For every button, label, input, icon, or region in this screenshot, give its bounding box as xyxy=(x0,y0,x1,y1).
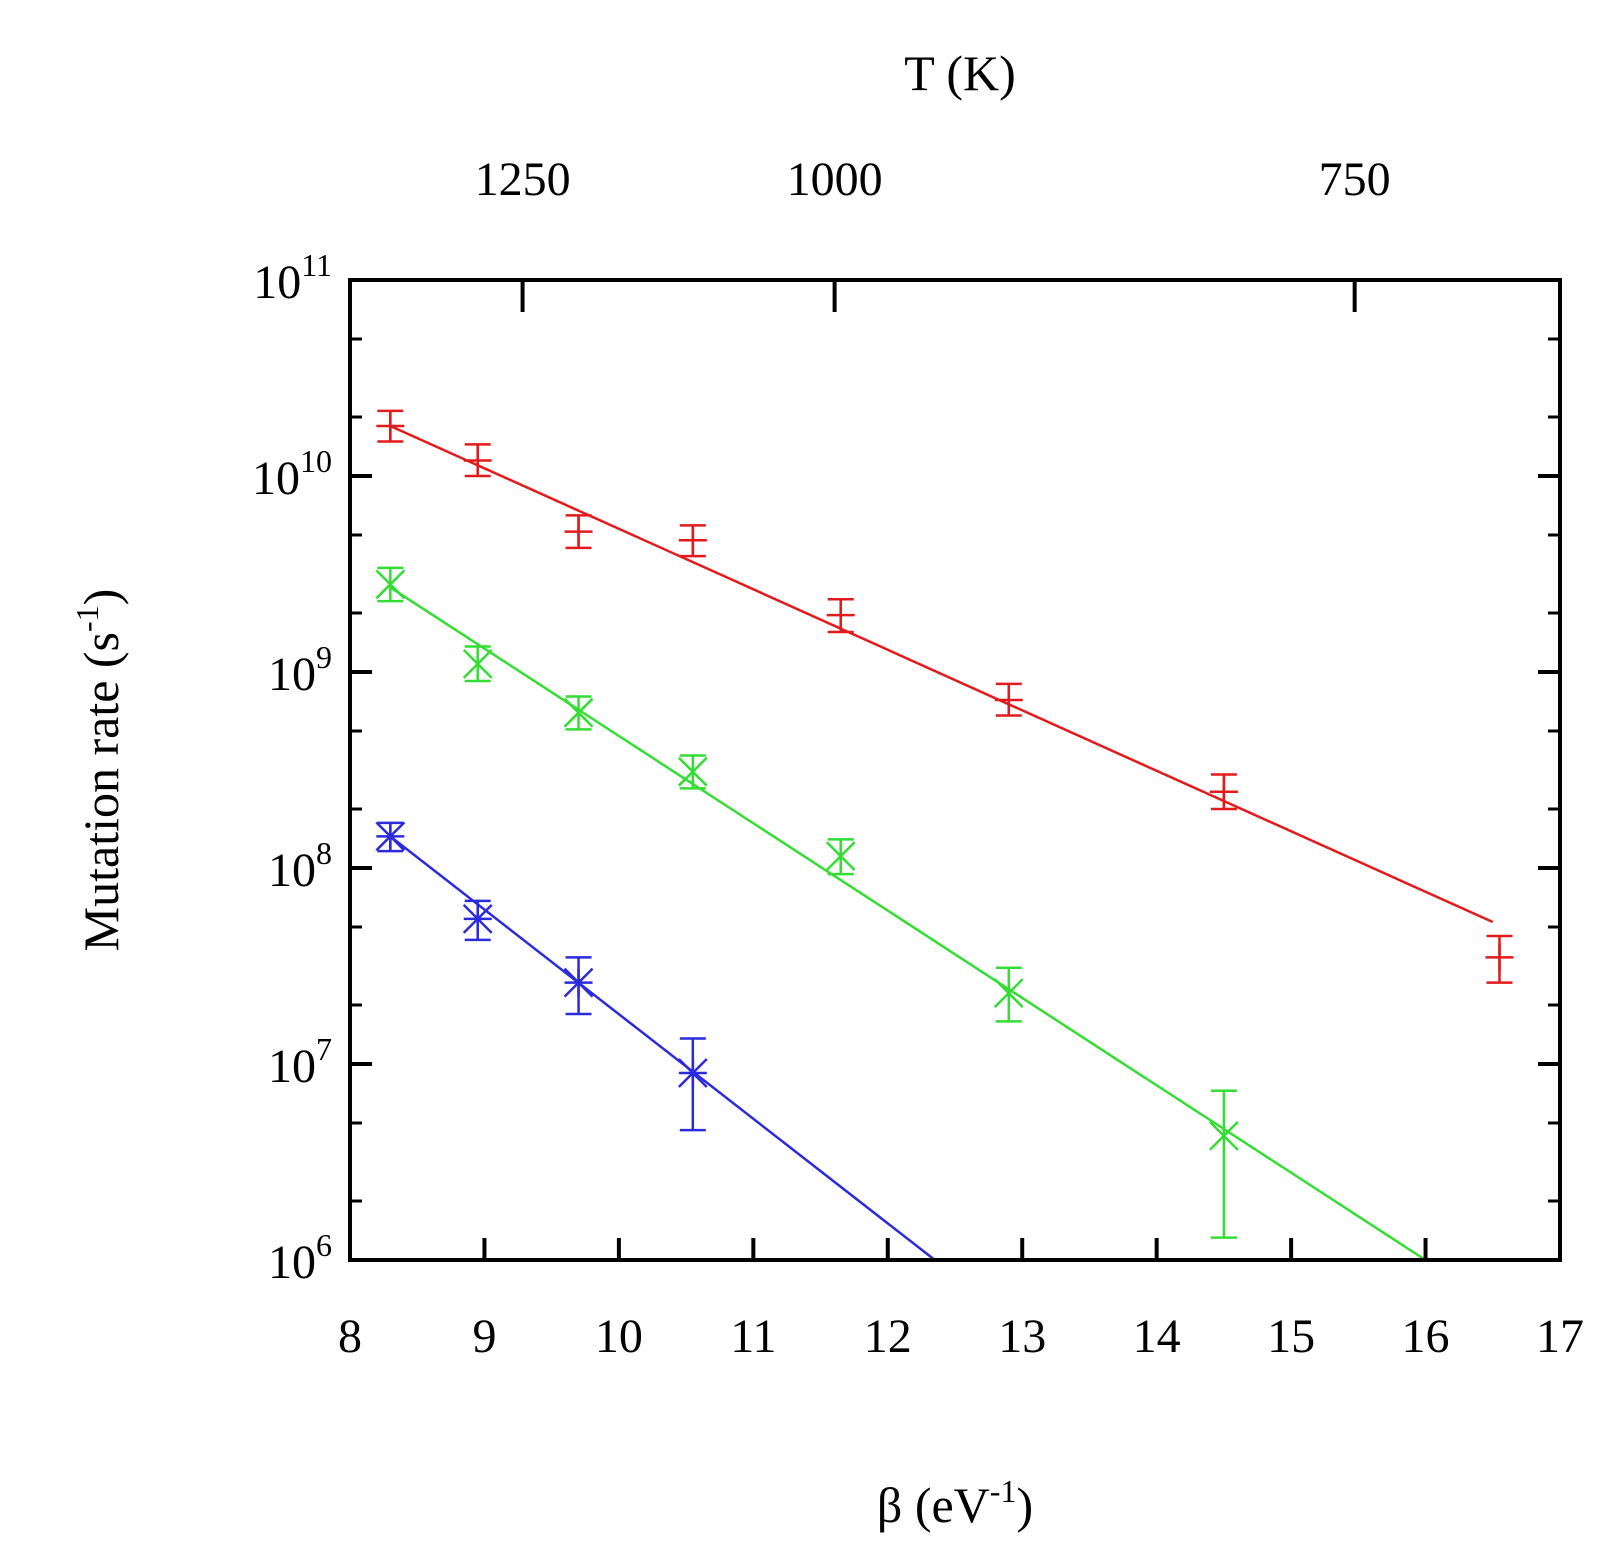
green-marker xyxy=(375,569,406,600)
red-fit-line xyxy=(389,424,1494,924)
x-tick-label: 14 xyxy=(1133,1310,1181,1363)
green-marker xyxy=(825,841,856,871)
y-tick-exponent: 10 xyxy=(300,443,332,479)
red-data-point xyxy=(678,524,707,558)
x-tick-label: 11 xyxy=(730,1310,776,1363)
y-tick-exponent: 7 xyxy=(316,1031,332,1067)
blue-fit-line xyxy=(389,835,936,1261)
x-tick-label: 9 xyxy=(472,1310,496,1363)
green-data-point xyxy=(375,566,406,603)
y-tick-base: 10 xyxy=(253,256,301,309)
y-tick-label: 1011 xyxy=(253,247,332,309)
x-tick-labels: 8 9 10 11 12 13 14 15 16 17 xyxy=(338,1310,1584,1363)
blue-marker xyxy=(462,904,493,934)
blue-marker xyxy=(563,967,594,998)
y-tick-exponent: 8 xyxy=(316,835,332,871)
y-tick-base: 10 xyxy=(268,1040,316,1093)
y-tick-label: 109 xyxy=(268,639,332,701)
blue-marker xyxy=(375,821,406,852)
green-fit-line xyxy=(389,586,1427,1262)
green-marker xyxy=(563,697,594,728)
data-points-layer xyxy=(375,409,1514,1239)
blue-data-point xyxy=(462,899,493,942)
green-data-point xyxy=(677,754,708,790)
y-tick-base: 10 xyxy=(268,844,316,897)
blue-data-point xyxy=(677,1037,708,1132)
top-tick-labels: 1250 1000 750 xyxy=(475,153,1391,206)
green-data-point xyxy=(1209,1089,1239,1239)
y-tick-label: 106 xyxy=(268,1227,332,1289)
green-marker xyxy=(1209,1120,1239,1151)
red-data-point xyxy=(463,443,492,478)
green-data-point xyxy=(993,966,1024,1023)
plot-frame xyxy=(348,278,1562,1262)
red-data-point xyxy=(376,409,405,443)
top-axis-label: T (K) xyxy=(904,45,1016,101)
x-tick-label: 12 xyxy=(864,1310,912,1363)
blue-marker xyxy=(677,1058,708,1088)
x-tick-label: 16 xyxy=(1402,1310,1450,1363)
y-tick-exponent: 9 xyxy=(316,639,332,675)
red-data-point xyxy=(994,682,1023,717)
x-tick-label: 13 xyxy=(998,1310,1046,1363)
y-tick-label: 1010 xyxy=(252,443,332,505)
y-tick-base: 10 xyxy=(252,452,300,505)
y-axis-label: Mutation rate (s-1) xyxy=(69,589,129,952)
red-data-point xyxy=(564,514,593,550)
y-tick-label: 108 xyxy=(268,835,332,897)
top-tick-label: 1000 xyxy=(787,153,883,206)
x-tick-label: 8 xyxy=(338,1310,362,1363)
y-tick-exponent: 11 xyxy=(301,247,332,283)
y-tick-base: 10 xyxy=(268,648,316,701)
blue-data-point xyxy=(375,821,406,853)
green-marker xyxy=(677,756,708,787)
y-tick-exponent: 6 xyxy=(316,1227,332,1263)
x-tick-label: 10 xyxy=(595,1310,643,1363)
ticks-layer xyxy=(348,278,1562,1262)
green-data-point xyxy=(563,695,594,731)
blue-data-point xyxy=(563,956,594,1016)
top-tick-label: 750 xyxy=(1319,153,1391,206)
y-tick-base: 10 xyxy=(268,1236,316,1289)
green-marker xyxy=(993,978,1024,1008)
x-tick-label: 17 xyxy=(1536,1310,1584,1363)
green-data-point xyxy=(825,838,856,876)
red-data-point xyxy=(1209,773,1238,811)
red-data-point xyxy=(1485,934,1514,984)
top-tick-label: 1250 xyxy=(475,153,571,206)
green-data-point xyxy=(462,645,493,683)
x-axis-label: β (eV-1) xyxy=(877,1473,1033,1533)
red-data-point xyxy=(826,598,855,634)
x-tick-label: 15 xyxy=(1267,1310,1315,1363)
fit-lines-layer xyxy=(389,424,1494,1262)
y-tick-label: 107 xyxy=(268,1031,332,1093)
green-marker xyxy=(462,649,493,679)
